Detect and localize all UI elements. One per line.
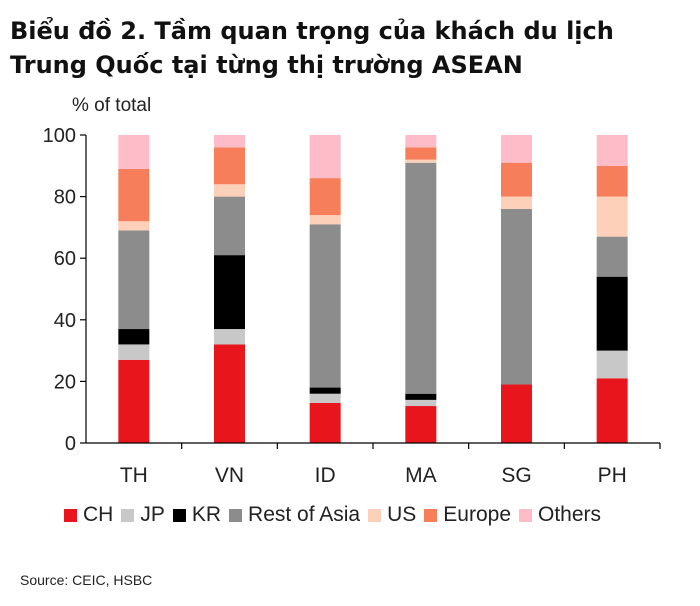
bar-id-us — [309, 215, 341, 225]
chart-title-line-1: Biểu đồ 2. Tầm quan trọng của khách du l… — [10, 17, 614, 45]
bar-sg-us — [501, 196, 532, 209]
bar-ma-others — [405, 135, 437, 148]
legend-label: Rest of Asia — [248, 503, 361, 526]
bar-id-rest-of-asia — [309, 224, 341, 388]
bar-ph-rest-of-asia — [596, 236, 628, 277]
y-tick-label: 20 — [54, 371, 76, 393]
legend-swatch — [368, 508, 382, 522]
bar-id-ch — [309, 402, 341, 443]
bar-vn-ch — [214, 344, 245, 443]
bar-ph-ch — [596, 378, 628, 443]
bar-ma-jp — [405, 399, 437, 407]
bar-id-others — [309, 135, 341, 179]
legend-item-rest-of-asia: Rest of Asia — [229, 503, 360, 527]
bar-vn-kr — [214, 255, 245, 330]
legend-label: Others — [538, 503, 602, 526]
bar-th-others — [118, 135, 150, 169]
bar-ma-kr — [405, 393, 437, 400]
x-tick-label: ID — [315, 464, 336, 487]
legend-label: Europe — [443, 503, 512, 526]
bar-vn-europe — [214, 147, 245, 185]
bar-sg-rest-of-asia — [501, 208, 532, 385]
bar-vn-us — [214, 184, 245, 197]
bar-ma-ch — [405, 406, 437, 443]
legend-swatch — [172, 508, 186, 522]
bar-th-kr — [118, 329, 150, 345]
bar-vn-jp — [214, 329, 245, 345]
legend-swatch — [64, 508, 77, 522]
bar-id-europe — [309, 178, 341, 216]
chart-title-line-2: Trung Quốc tại từng thị trường ASEAN — [10, 51, 523, 79]
bar-ma-rest-of-asia — [405, 162, 437, 394]
chart-title: Biểu đồ 2. Tầm quan trọng của khách du l… — [10, 14, 690, 82]
x-tick-label: TH — [120, 464, 148, 487]
bar-vn-rest-of-asia — [214, 196, 245, 256]
y-tick-label: 100 — [43, 125, 76, 147]
legend-label: KR — [191, 503, 222, 526]
y-tick-label: 0 — [65, 433, 76, 455]
bar-ma-us — [405, 159, 437, 163]
bar-id-kr — [309, 387, 341, 394]
x-tick-label: PH — [598, 464, 627, 487]
legend-item-ch: CH — [64, 503, 113, 527]
bar-th-us — [118, 221, 150, 231]
stacked-bar-chart: TH VN ID MA SG PH 0 20 40 60 80 100 — [43, 125, 661, 487]
y-tick-label: 80 — [54, 187, 76, 209]
legend-swatch — [229, 508, 243, 522]
legend-label: CH — [83, 503, 114, 526]
x-tick-label: MA — [405, 464, 437, 487]
y-tick-label: 60 — [54, 248, 76, 270]
legend-item-europe: Europe — [424, 503, 511, 527]
bar-vn-others — [214, 135, 245, 148]
y-axis-label: % of total — [72, 95, 152, 116]
source-note: Source: CEIC, HSBC — [20, 572, 153, 588]
bar-th-europe — [118, 168, 150, 222]
y-tick-label: 40 — [54, 310, 76, 332]
bar-ph-jp — [596, 350, 628, 379]
legend-swatch — [424, 508, 438, 522]
bar-sg-ch — [501, 384, 532, 443]
bar-ph-others — [596, 135, 628, 166]
bar-ph-us — [596, 196, 628, 237]
bar-th-ch — [118, 359, 150, 443]
legend-item-others: Others — [519, 503, 601, 527]
bar-sg-europe — [501, 162, 532, 197]
legend-item-us: US — [368, 503, 416, 527]
chart-legend: CH JP KR Rest of Asia US Europe Others — [64, 503, 609, 527]
bar-th-jp — [118, 344, 150, 360]
legend-item-kr: KR — [172, 503, 222, 527]
legend-item-jp: JP — [121, 503, 165, 527]
bar-ph-kr — [596, 276, 628, 351]
bar-id-jp — [309, 393, 341, 403]
x-tick-label: VN — [215, 464, 244, 487]
bar-ph-europe — [596, 165, 628, 197]
bar-th-rest-of-asia — [118, 230, 150, 330]
legend-swatch — [121, 508, 135, 522]
legend-label: US — [387, 503, 417, 526]
x-tick-label: SG — [501, 464, 531, 487]
bar-ma-europe — [405, 147, 437, 160]
legend-swatch — [519, 508, 533, 522]
bar-sg-others — [501, 135, 532, 163]
legend-label: JP — [140, 503, 165, 526]
